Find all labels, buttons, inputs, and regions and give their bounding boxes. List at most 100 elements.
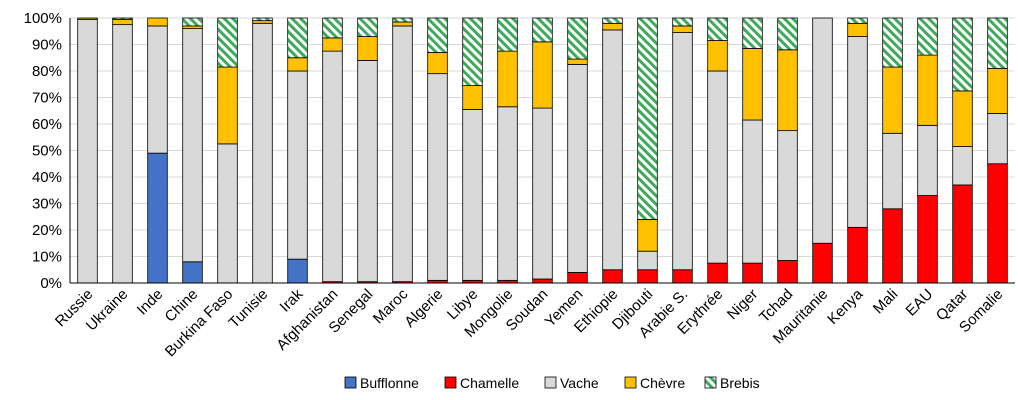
bar-segment-chèvre xyxy=(427,52,448,75)
y-tick-label: 20% xyxy=(32,222,62,239)
bar-segment-vache xyxy=(392,25,413,283)
bar-segment-bufflonne xyxy=(182,261,203,284)
bar-segment-vache xyxy=(847,36,868,228)
bar-segment-vache xyxy=(357,60,378,283)
bar-segment-chamelle xyxy=(882,208,903,284)
bar-segment-vache xyxy=(742,119,763,264)
bar-segment-vache xyxy=(322,50,343,283)
bar-segment-brebis xyxy=(847,17,868,24)
bar-segment-chamelle xyxy=(847,226,868,284)
bar-segment-brebis xyxy=(112,17,133,20)
bar-segment-vache xyxy=(112,24,133,284)
bar-segment-chamelle xyxy=(987,163,1008,284)
legend-swatch xyxy=(544,376,557,389)
bars xyxy=(77,17,1008,284)
bar-segment-vache xyxy=(182,28,203,263)
y-tick-label: 40% xyxy=(32,169,62,186)
bar-segment-bufflonne xyxy=(287,258,308,284)
bar-segment-chamelle xyxy=(917,195,938,284)
bar-segment-vache xyxy=(532,107,553,280)
y-tick-label: 10% xyxy=(32,249,62,266)
bar-segment-chamelle xyxy=(532,278,553,284)
bar-segment-chèvre xyxy=(567,58,588,65)
bar-segment-vache xyxy=(602,29,623,271)
bar-segment-chèvre xyxy=(77,17,98,20)
bar-segment-chèvre xyxy=(462,85,483,110)
legend-swatch xyxy=(704,376,717,389)
bar-segment-brebis xyxy=(637,17,658,220)
bar-segment-chamelle xyxy=(602,269,623,284)
x-category-label: Niger xyxy=(724,286,761,323)
bar-segment-chèvre xyxy=(847,22,868,37)
bar-segment-chamelle xyxy=(567,271,588,284)
legend: Bufflonne Chamelle Vache Chèvre Brebis xyxy=(344,375,760,391)
bar-segment-chamelle xyxy=(812,242,833,284)
bar-segment-vache xyxy=(497,106,518,281)
bar-segment-brebis xyxy=(917,17,938,56)
bar-segment-brebis xyxy=(707,17,728,41)
bar-segment-chèvre xyxy=(742,48,763,121)
bar-segment-chèvre xyxy=(917,54,938,126)
bar-segment-brebis xyxy=(882,17,903,68)
bar-segment-vache xyxy=(252,22,273,284)
bar-segment-vache xyxy=(287,70,308,260)
bar-segment-vache xyxy=(812,17,833,244)
legend-item-chèvre: Chèvre xyxy=(624,375,685,391)
bar-segment-chèvre xyxy=(532,41,553,109)
bar-segment-chèvre xyxy=(987,67,1008,114)
legend-swatch xyxy=(344,376,357,389)
x-category-label: Algerie xyxy=(401,286,446,331)
bar-segment-brebis xyxy=(567,17,588,60)
bar-segment-brebis xyxy=(252,17,273,22)
bar-segment-vache xyxy=(462,109,483,281)
y-tick-label: 100% xyxy=(24,10,62,27)
legend-item-chamelle: Chamelle xyxy=(444,375,519,391)
y-tick-label: 70% xyxy=(32,90,62,107)
bar-segment-vache xyxy=(952,146,973,186)
bar-segment-chèvre xyxy=(602,22,623,31)
bar-segment-chèvre xyxy=(637,218,658,252)
bar-segment-vache xyxy=(707,70,728,264)
bar-segment-brebis xyxy=(602,17,623,24)
bar-segment-chèvre xyxy=(882,66,903,134)
bar-segment-chèvre xyxy=(287,57,308,72)
bar-segment-chèvre xyxy=(112,18,133,26)
bar-segment-chèvre xyxy=(147,17,168,27)
bar-segment-brebis xyxy=(182,17,203,27)
bar-segment-brebis xyxy=(357,17,378,37)
bar-segment-brebis xyxy=(952,17,973,92)
bar-segment-chèvre xyxy=(217,66,238,145)
legend-label: Chamelle xyxy=(460,375,519,391)
y-tick-label: 0% xyxy=(40,275,62,292)
bar-segment-chèvre xyxy=(672,25,693,33)
bar-segment-brebis xyxy=(777,17,798,51)
bar-segment-brebis xyxy=(462,17,483,86)
y-tick-label: 60% xyxy=(32,116,62,133)
x-category-label: EAU xyxy=(902,286,936,320)
legend-label: Bufflonne xyxy=(360,375,419,391)
bar-segment-vache xyxy=(637,250,658,271)
bar-segment-chamelle xyxy=(742,262,763,284)
bar-segment-brebis xyxy=(672,17,693,27)
legend-swatch xyxy=(444,376,457,389)
bar-segment-chèvre xyxy=(392,21,413,27)
legend-item-vache: Vache xyxy=(544,375,599,391)
y-tick-label: 80% xyxy=(32,63,62,80)
bar-segment-chèvre xyxy=(707,40,728,72)
x-category-label: Kenya xyxy=(824,285,867,328)
bar-segment-chèvre xyxy=(777,49,798,132)
bar-segment-brebis xyxy=(322,17,343,39)
bar-segment-chamelle xyxy=(707,262,728,284)
legend-label: Brebis xyxy=(720,375,760,391)
legend-swatch xyxy=(624,376,637,389)
bar-segment-vache xyxy=(427,73,448,281)
bar-segment-brebis xyxy=(532,17,553,43)
legend-item-bufflonne: Bufflonne xyxy=(344,375,419,391)
bar-segment-chèvre xyxy=(357,36,378,61)
y-tick-label: 90% xyxy=(32,37,62,54)
bar-segment-brebis xyxy=(427,17,448,53)
x-category-label: Mali xyxy=(870,286,901,317)
x-category-label: Tunisie xyxy=(225,286,271,332)
axes xyxy=(69,18,1015,284)
